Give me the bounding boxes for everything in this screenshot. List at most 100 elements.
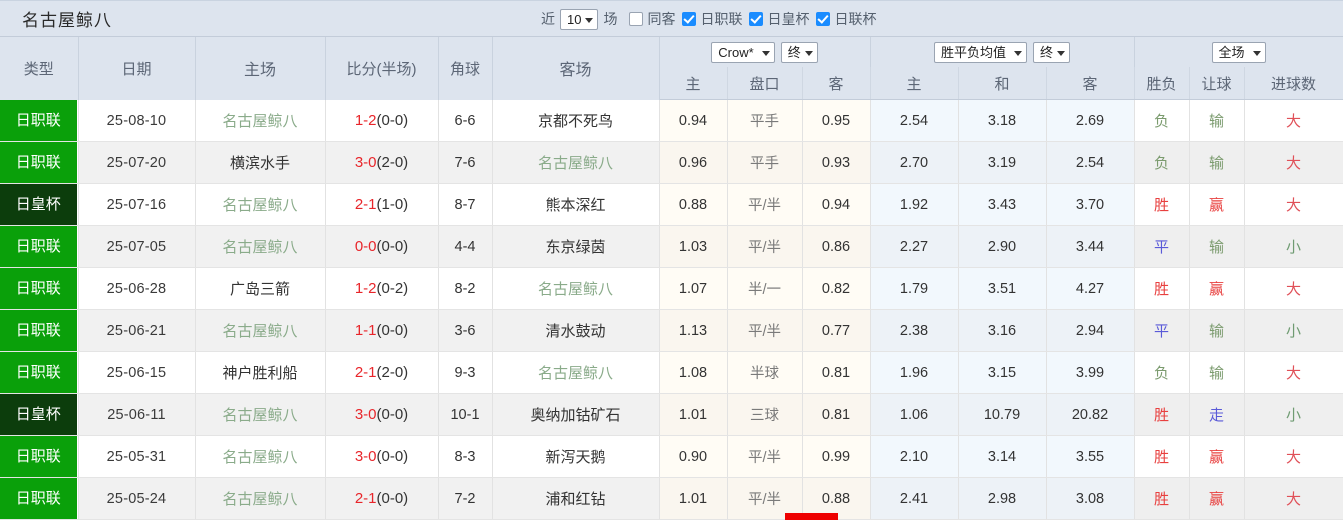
row-score: 3-0(2-0) [325,141,439,184]
away-team-name[interactable]: 清水鼓动 [545,322,606,340]
league-badge: 日职联 [0,225,77,266]
row-away-team[interactable]: 名古屋鲸八 [492,267,660,310]
table-row[interactable]: 日职联 25-06-15 神户胜利船 2-1(2-0) 9-3 名古屋鲸八 1.08 半球 0.… [0,351,1343,394]
row-score: 1-1(0-0) [325,309,439,352]
row-away-team[interactable]: 新泻天鹅 [492,435,660,478]
bookmaker-select[interactable]: Crow* [711,41,775,63]
table-row[interactable]: 日职联 25-08-10 名古屋鲸八 1-2(0-0) 6-6 京都不死鸟 0.94 平手 0.… [0,99,1343,142]
row-away-team[interactable]: 奥纳加钴矿石 [492,393,660,436]
home-team-name[interactable]: 名古屋鲸八 [222,196,298,214]
league-checkbox-1[interactable] [749,12,764,26]
home-team-name[interactable]: 名古屋鲸八 [222,448,298,466]
recent-count-select[interactable]: 10 [560,8,599,30]
match-result: 胜 [1154,490,1170,508]
row-away-team[interactable]: 名古屋鲸八 [492,351,660,394]
match-date: 25-08-10 [106,112,167,129]
row-away-team[interactable]: 清水鼓动 [492,309,660,352]
table-row[interactable]: 日职联 25-06-28 广岛三箭 1-2(0-2) 8-2 名古屋鲸八 1.07 半/一 0.… [0,267,1343,310]
table-row[interactable]: 日职联 25-05-31 名古屋鲸八 3-0(0-0) 8-3 新泻天鹅 0.90 平/半 0.… [0,435,1343,478]
row-goals-result: 大 [1244,435,1343,478]
panel-toolbar: 名古屋鲸八 近 10 场 同客 日职联 日皇杯 日联杯 [0,1,1343,37]
away-team-name[interactable]: 浦和红钻 [545,490,606,508]
col-header-score: 比分(半场) [325,37,439,100]
home-team-name[interactable]: 名古屋鲸八 [222,238,298,256]
full-time-score: 2-1 [354,489,377,507]
handicap-stage-select[interactable]: 终 [780,41,818,63]
away-team-name[interactable]: 名古屋鲸八 [537,280,613,298]
same-away-checkbox[interactable] [629,12,644,26]
home-team-name[interactable]: 神户胜利船 [222,364,298,382]
scope-select[interactable]: 全场 [1211,41,1266,63]
league-badge: 日皇杯 [0,393,77,434]
away-team-name[interactable]: 京都不死鸟 [537,112,613,130]
ah-line: 平/半 [747,323,782,340]
row-home-team[interactable]: 名古屋鲸八 [195,225,326,268]
away-team-name[interactable]: 东京绿茵 [545,238,606,256]
row-away-team[interactable]: 东京绿茵 [492,225,660,268]
row-away-team[interactable]: 熊本深红 [492,183,660,226]
ah-home-odds: 1.03 [678,238,708,255]
table-row[interactable]: 日职联 25-07-20 横滨水手 3-0(2-0) 7-6 名古屋鲸八 0.96 平手 0.9… [0,141,1343,184]
table-row[interactable]: 日职联 25-05-24 名古屋鲸八 2-1(0-0) 7-2 浦和红钻 1.01 平/半 0.… [0,477,1343,520]
scroll-position-marker[interactable] [785,513,838,520]
odds-type-select[interactable]: 胜平负均值 [934,41,1028,63]
row-type-cell: 日职联 [0,351,79,394]
away-team-name[interactable]: 名古屋鲸八 [537,154,613,172]
row-home-team[interactable]: 名古屋鲸八 [195,393,326,436]
row-ah-away: 0.93 [802,141,871,184]
home-team-name[interactable]: 广岛三箭 [229,280,290,298]
away-team-name[interactable]: 新泻天鹅 [545,448,606,466]
league-checkbox-0[interactable] [682,12,697,26]
row-ah-away: 0.81 [802,393,871,436]
row-goals-result: 大 [1244,141,1343,184]
league-badge: 日职联 [0,267,77,308]
home-team-name[interactable]: 名古屋鲸八 [222,112,298,130]
row-home-team[interactable]: 名古屋鲸八 [195,99,326,142]
eo-home-odds: 2.10 [899,448,929,465]
handicap-result: 输 [1209,154,1225,172]
ah-away-odds: 0.93 [821,154,851,171]
table-row[interactable]: 日皇杯 25-07-16 名古屋鲸八 2-1(1-0) 8-7 熊本深红 0.88 平/半 0.… [0,183,1343,226]
row-home-team[interactable]: 广岛三箭 [195,267,326,310]
table-row[interactable]: 日职联 25-06-21 名古屋鲸八 1-1(0-0) 3-6 清水鼓动 1.13 平/半 0.… [0,309,1343,352]
league-checkbox-2[interactable] [816,12,831,26]
ah-line: 平/半 [747,491,782,508]
corner-score: 9-3 [454,364,476,381]
half-time-score: (2-0) [376,153,409,171]
goals-result: 大 [1286,448,1302,466]
match-result: 平 [1154,238,1170,256]
away-team-name[interactable]: 名古屋鲸八 [537,364,613,382]
row-home-team[interactable]: 名古屋鲸八 [195,477,326,520]
full-time-score: 2-1 [354,195,377,213]
row-date: 25-07-16 [78,183,196,226]
match-date: 25-06-11 [107,406,166,423]
row-goals-result: 大 [1244,351,1343,394]
league-badge: 日职联 [0,435,77,476]
row-result: 负 [1134,141,1190,184]
row-handicap-result: 赢 [1189,183,1245,226]
away-team-name[interactable]: 奥纳加钴矿石 [530,406,621,424]
row-handicap-result: 赢 [1189,477,1245,520]
row-home-team[interactable]: 神户胜利船 [195,351,326,394]
goals-result: 小 [1286,238,1302,256]
row-eo-home: 1.96 [870,351,959,394]
home-team-name[interactable]: 名古屋鲸八 [222,322,298,340]
row-home-team[interactable]: 名古屋鲸八 [195,309,326,352]
row-home-team[interactable]: 横滨水手 [195,141,326,184]
league-label-1: 日皇杯 [767,11,810,27]
ah-away-odds: 0.81 [821,364,851,381]
row-away-team[interactable]: 浦和红钻 [492,477,660,520]
odds-stage-select[interactable]: 终 [1033,41,1071,63]
table-row[interactable]: 日职联 25-07-05 名古屋鲸八 0-0(0-0) 4-4 东京绿茵 1.03 平/半 0.… [0,225,1343,268]
table-row[interactable]: 日皇杯 25-06-11 名古屋鲸八 3-0(0-0) 10-1 奥纳加钴矿石 1.01 三球… [0,393,1343,436]
row-home-team[interactable]: 名古屋鲸八 [195,435,326,478]
home-team-name[interactable]: 名古屋鲸八 [222,490,298,508]
row-home-team[interactable]: 名古屋鲸八 [195,183,326,226]
col-header-eo-draw: 和 [958,67,1047,100]
home-team-name[interactable]: 横滨水手 [229,154,290,172]
away-team-name[interactable]: 熊本深红 [545,196,606,214]
home-team-name[interactable]: 名古屋鲸八 [222,406,298,424]
row-away-team[interactable]: 京都不死鸟 [492,99,660,142]
eo-home-odds: 1.79 [899,280,929,297]
row-away-team[interactable]: 名古屋鲸八 [492,141,660,184]
